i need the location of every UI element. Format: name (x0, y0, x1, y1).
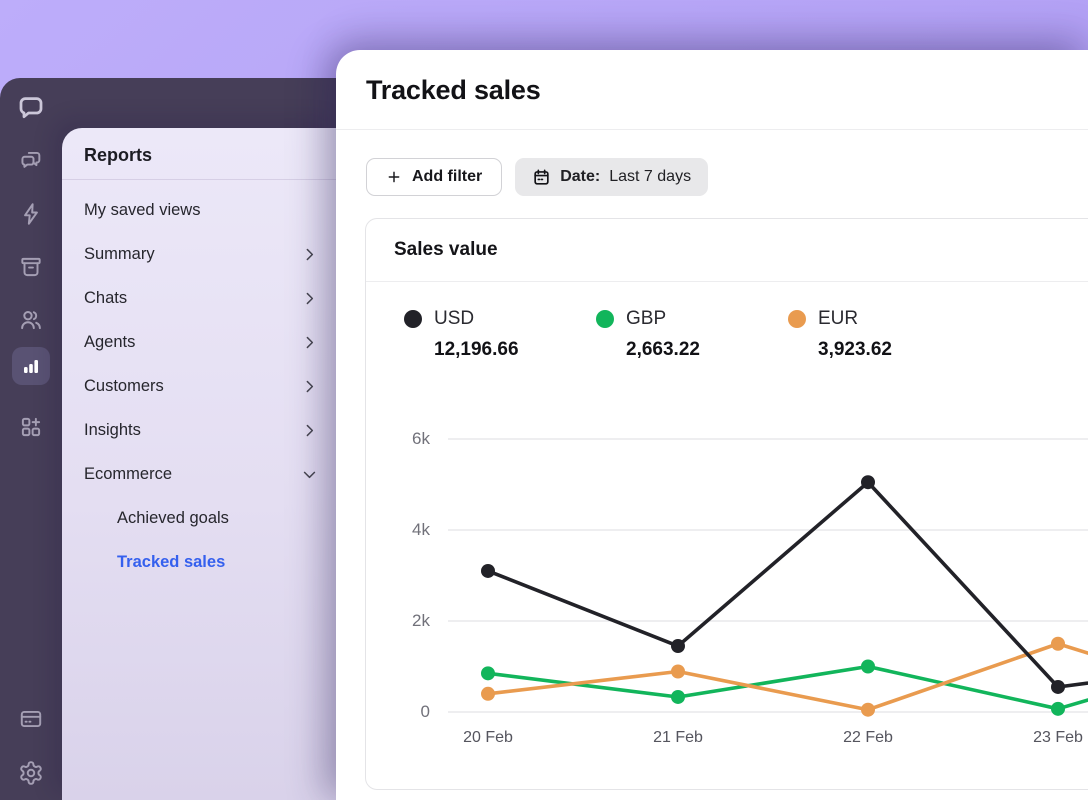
usd-line (486, 480, 1088, 689)
x-axis-label: 21 Feb (653, 729, 703, 746)
x-axis-label: 20 Feb (463, 729, 513, 746)
lightning-icon (24, 203, 38, 225)
main-content-panel: Tracked sales Add filter Date: Last 7 da… (336, 50, 1088, 800)
archives-icon (21, 257, 41, 277)
sidebar-item-apps[interactable] (0, 410, 62, 444)
usd-data-point[interactable] (671, 639, 685, 654)
eur-series-total: 3,923.62 (818, 339, 892, 360)
nav-item-tracked-sales[interactable]: Tracked sales (117, 552, 226, 571)
sales-line-chart: 0 2k 4k 6k 20 Feb 21 Feb 22 Feb 23 Feb (366, 423, 1088, 755)
y-axis-label: 6k (412, 429, 430, 448)
sidebar-item-billing[interactable] (0, 702, 62, 736)
chevron-right-icon (306, 336, 314, 348)
gbp-series-dot (596, 310, 614, 328)
sidebar-item-settings[interactable] (0, 756, 62, 790)
nav-item-agents[interactable]: Agents (62, 320, 336, 364)
apps-icon (21, 417, 41, 437)
nav-item-summary[interactable]: Summary (62, 232, 336, 276)
sidebar-item-archives[interactable] (0, 250, 62, 284)
chevron-right-icon (306, 248, 314, 260)
nav-item-chats[interactable]: Chats (62, 276, 336, 320)
nav-item-my-saved-views[interactable]: My saved views (84, 200, 201, 219)
team-icon (21, 311, 41, 330)
usd-data-point[interactable] (1051, 679, 1065, 694)
nav-list: My saved views Summary Chats Agents Cust… (62, 180, 336, 584)
plot-area: 20 Feb 21 Feb 22 Feb 23 Feb (445, 423, 1088, 755)
nav-title: Reports (84, 145, 153, 165)
y-axis: 0 2k 4k 6k (366, 423, 445, 723)
eur-line (486, 641, 1088, 712)
filters-row: Add filter Date: Last 7 days (366, 158, 1088, 196)
sidebar-item-home[interactable] (0, 91, 62, 125)
gbp-data-point[interactable] (671, 689, 685, 704)
chevron-right-icon (306, 380, 314, 392)
reports-icon (24, 360, 38, 373)
legend-item-gbp[interactable]: GBP 2,663.22 (596, 308, 788, 361)
gbp-data-point[interactable] (481, 666, 495, 681)
y-axis-label: 0 (420, 702, 430, 721)
sidebar-item-engage[interactable] (0, 197, 62, 231)
nav-item-customers[interactable]: Customers (62, 364, 336, 408)
sidebar-item-team[interactable] (0, 303, 62, 337)
settings-gear-icon (20, 761, 42, 785)
page-title: Tracked sales (366, 75, 541, 105)
sidebar-item-chats[interactable] (0, 143, 62, 177)
chart-canvas (448, 438, 1088, 717)
chevron-right-icon (306, 292, 314, 304)
page-header: Tracked sales (336, 50, 1088, 130)
active-tile (12, 347, 50, 385)
usd-series-total: 12,196.66 (434, 339, 519, 360)
chart-legend: USD 12,196.66 GBP 2,663.22 EUR 3,923.62 (366, 282, 1088, 361)
nav-item-achieved-goals[interactable]: Achieved goals (117, 508, 229, 527)
sidebar-item-reports[interactable] (0, 347, 62, 385)
card-title: Sales value (366, 219, 1088, 282)
usd-data-point[interactable] (861, 475, 875, 490)
chevron-down-icon (303, 471, 316, 478)
date-filter-chip[interactable]: Date: Last 7 days (515, 158, 709, 196)
x-axis: 20 Feb 21 Feb 22 Feb 23 Feb (445, 729, 1088, 755)
usd-series-label: USD (434, 308, 475, 329)
eur-data-point[interactable] (861, 702, 875, 717)
icon-rail (0, 78, 62, 800)
x-axis-label: 22 Feb (843, 729, 893, 746)
eur-series-dot (788, 310, 806, 328)
gbp-data-point[interactable] (1051, 701, 1065, 716)
gbp-series-label: GBP (626, 308, 667, 329)
eur-data-point[interactable] (671, 664, 685, 679)
gbp-line (486, 664, 1088, 711)
billing-icon (20, 710, 42, 728)
usd-series-dot (404, 310, 422, 328)
sales-value-card: Sales value USD 12,196.66 GBP 2,663.22 (365, 218, 1088, 790)
y-axis-label: 2k (412, 611, 430, 630)
date-filter-value: Last 7 days (609, 168, 692, 185)
legend-item-eur[interactable]: EUR 3,923.62 (788, 308, 980, 361)
livechat-logo-icon (19, 97, 43, 119)
chats-icon (21, 151, 41, 168)
reports-nav-panel: Reports My saved views Summary Chats Age… (62, 128, 336, 800)
gbp-data-point[interactable] (861, 659, 875, 674)
usd-data-point[interactable] (481, 563, 495, 578)
nav-item-ecommerce[interactable]: Ecommerce (62, 452, 336, 496)
legend-item-usd[interactable]: USD 12,196.66 (404, 308, 596, 361)
x-axis-label: 23 Feb (1033, 729, 1083, 746)
eur-data-point[interactable] (1051, 636, 1065, 651)
calendar-icon (534, 169, 549, 185)
add-filter-button[interactable]: Add filter (366, 158, 503, 196)
nav-divider (62, 179, 336, 180)
eur-data-point[interactable] (481, 686, 495, 701)
y-axis-label: 4k (412, 520, 430, 539)
chevron-right-icon (306, 424, 314, 436)
gbp-series-total: 2,663.22 (626, 339, 700, 360)
plus-icon (388, 171, 400, 183)
nav-item-insights[interactable]: Insights (62, 408, 336, 452)
date-filter-label: Date: (560, 168, 601, 185)
eur-series-label: EUR (818, 308, 859, 329)
